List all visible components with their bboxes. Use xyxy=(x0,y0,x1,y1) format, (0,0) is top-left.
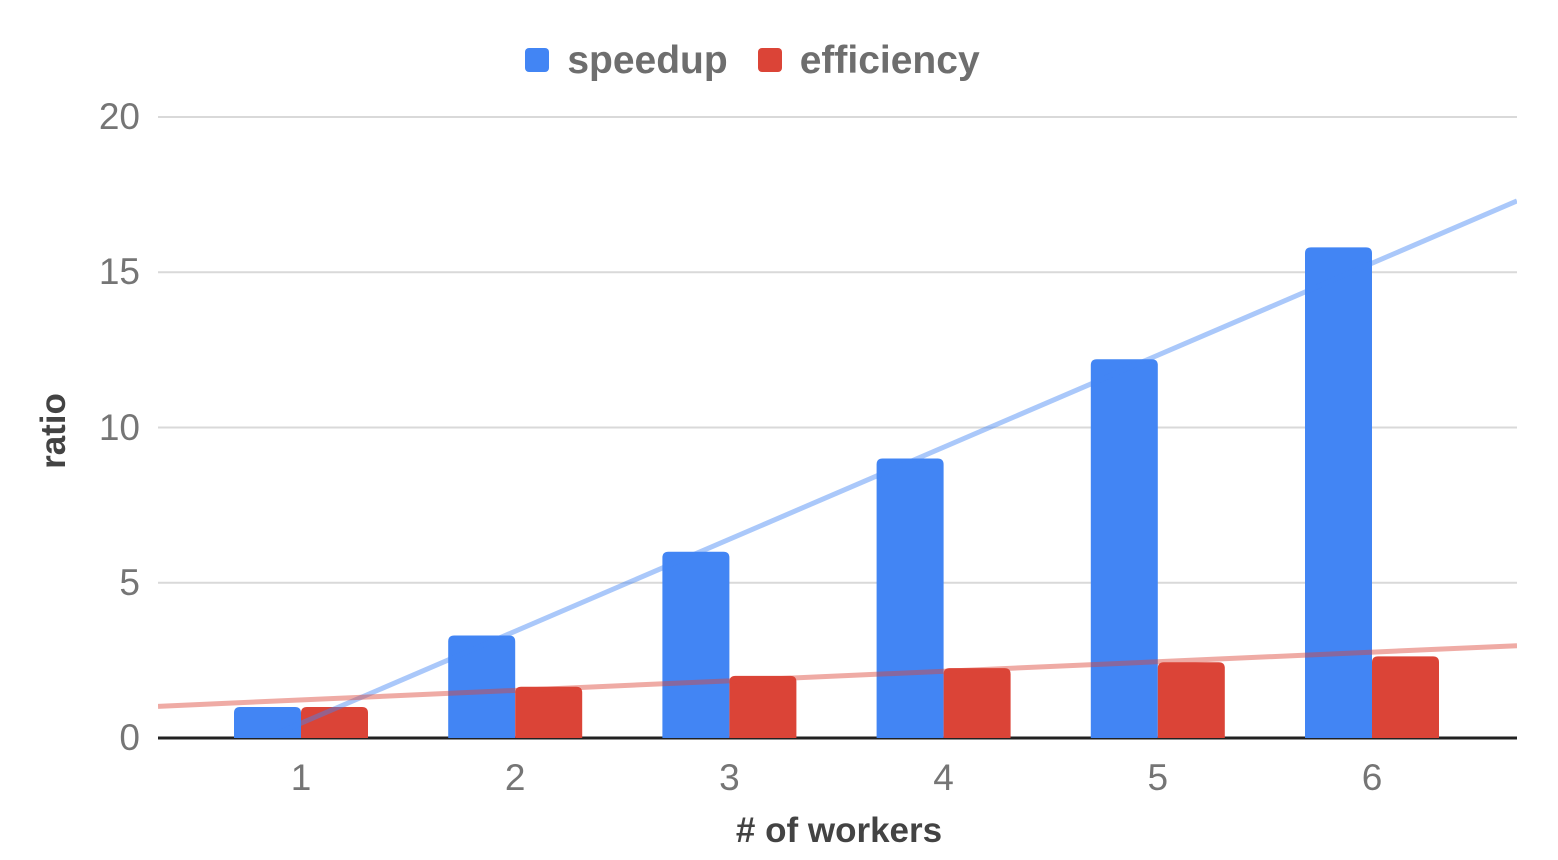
legend-item-efficiency: efficiency xyxy=(757,38,980,82)
speedup-swatch-icon xyxy=(525,48,550,72)
efficiency-swatch-icon xyxy=(757,48,782,72)
x-axis-title: # of workers xyxy=(735,811,943,850)
bar-speedup-3 xyxy=(662,551,730,738)
trendline-efficiency xyxy=(158,643,1517,709)
x-category-label-2: 2 xyxy=(504,757,526,798)
x-category-label-4: 4 xyxy=(933,757,954,798)
bar-efficiency-1 xyxy=(301,706,368,738)
bar-speedup-2 xyxy=(448,635,516,738)
y-tick-label-0: 0 xyxy=(119,717,140,758)
bar-efficiency-3 xyxy=(729,675,797,738)
x-category-label-5: 5 xyxy=(1147,757,1169,798)
trendline-speedup xyxy=(260,198,1517,738)
bar-speedup-5 xyxy=(1090,359,1158,738)
y-tick-label-10: 10 xyxy=(98,406,140,448)
bar-speedup-4 xyxy=(876,458,944,738)
x-category-label-1: 1 xyxy=(290,757,312,798)
y-tick-label-15: 15 xyxy=(98,251,140,293)
bar-efficiency-6 xyxy=(1372,656,1439,738)
x-category-label-3: 3 xyxy=(719,757,740,798)
legend: speedup efficiency xyxy=(0,36,1505,84)
bar-efficiency-4 xyxy=(943,668,1011,738)
x-category-label-6: 6 xyxy=(1361,757,1383,798)
legend-label-speedup: speedup xyxy=(567,38,728,82)
bar-speedup-1 xyxy=(234,706,301,738)
legend-label-efficiency: efficiency xyxy=(799,38,980,82)
y-tick-label-5: 5 xyxy=(119,561,140,603)
bar-efficiency-2 xyxy=(515,686,583,738)
y-axis-title: ratio xyxy=(34,393,73,469)
y-tick-label-20: 20 xyxy=(98,96,140,137)
bar-efficiency-5 xyxy=(1157,662,1225,738)
legend-item-speedup: speedup xyxy=(525,38,728,82)
bar-speedup-6 xyxy=(1305,247,1372,738)
